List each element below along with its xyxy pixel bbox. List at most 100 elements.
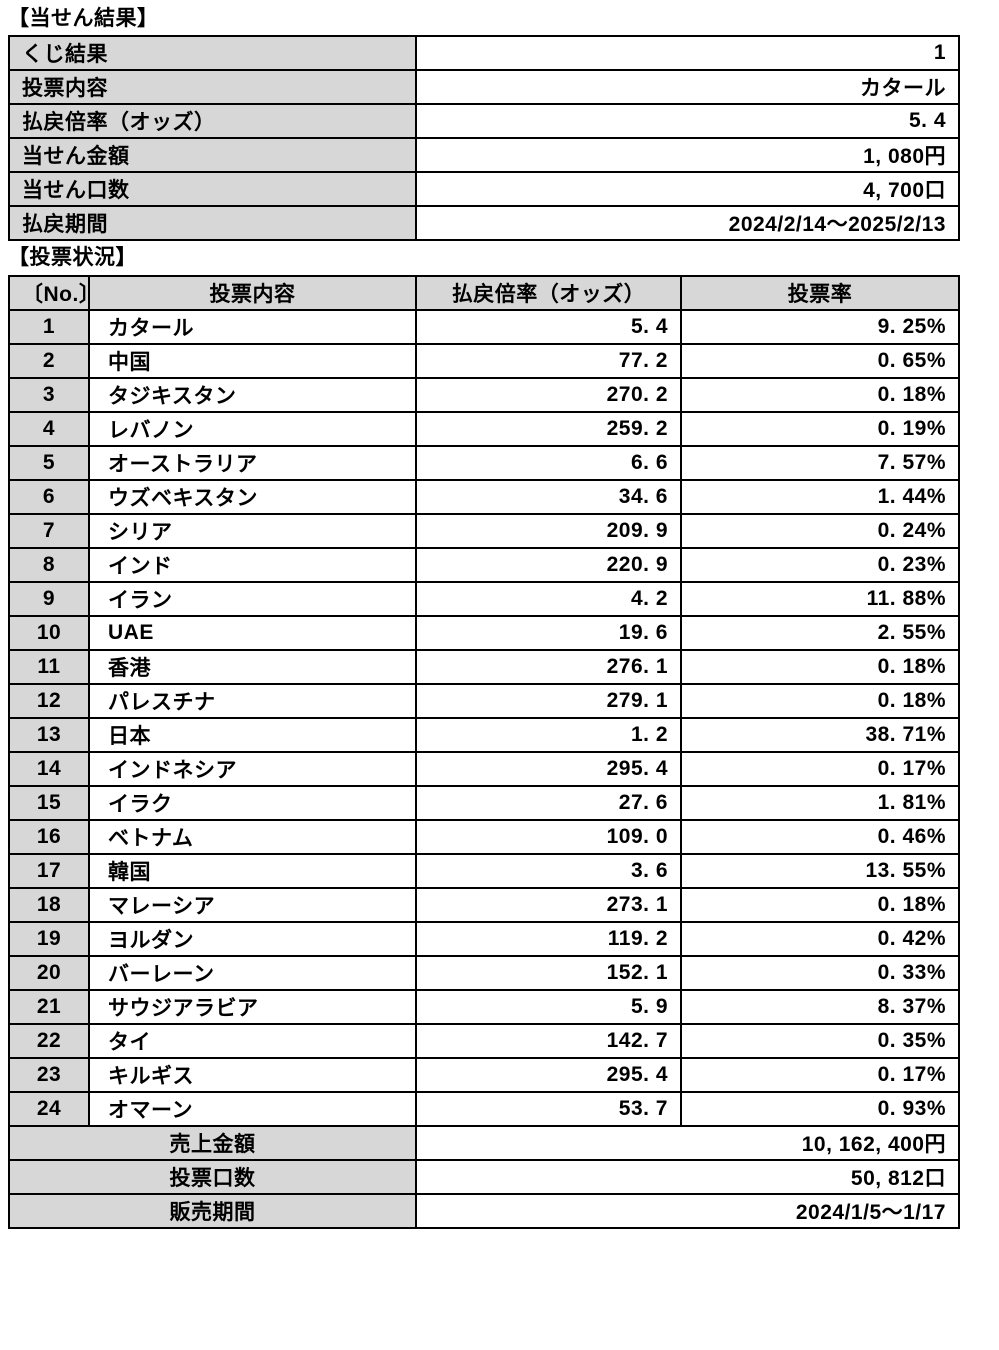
table-row: 11 香港 276. 1 0. 18% [8,648,960,685]
row-rate: 0. 18% [680,682,960,719]
row-rate: 11. 88% [680,580,960,617]
row-odds: 27. 6 [415,784,682,821]
row-content: サウジアラビア [88,988,417,1025]
row-content: 日本 [88,716,417,753]
column-header-rate: 投票率 [680,274,960,311]
row-rate: 1. 44% [680,478,960,515]
row-rate: 7. 57% [680,444,960,481]
result-row: 払戻倍率（オッズ） 5. 4 [8,103,960,140]
row-rate: 0. 17% [680,750,960,787]
row-no: 4 [8,410,90,447]
row-odds: 109. 0 [415,818,682,855]
footer-label: 売上金額 [8,1124,417,1161]
row-odds: 3. 6 [415,852,682,889]
table-row: 14 インドネシア 295. 4 0. 17% [8,750,960,787]
row-no: 19 [8,920,90,957]
row-odds: 5. 9 [415,988,682,1025]
row-odds: 19. 6 [415,614,682,651]
row-no: 7 [8,512,90,549]
vote-section-title: 【投票状況】 [8,246,137,270]
result-row: 払戻期間 2024/2/14～2025/2/13 [8,205,960,242]
result-value: 5. 4 [415,103,960,140]
table-row: 15 イラク 27. 6 1. 81% [8,784,960,821]
row-content: マレーシア [88,886,417,923]
row-no: 24 [8,1090,90,1127]
row-odds: 77. 2 [415,342,682,379]
row-rate: 13. 55% [680,852,960,889]
row-odds: 4. 2 [415,580,682,617]
table-row: 16 ベトナム 109. 0 0. 46% [8,818,960,855]
column-header-content: 投票内容 [88,274,417,311]
row-no: 17 [8,852,90,889]
row-odds: 152. 1 [415,954,682,991]
table-row: 19 ヨルダン 119. 2 0. 42% [8,920,960,957]
result-label: 払戻期間 [8,205,417,242]
row-odds: 295. 4 [415,750,682,787]
row-no: 21 [8,988,90,1025]
table-row: 8 インド 220. 9 0. 23% [8,546,960,583]
table-row: 17 韓国 3. 6 13. 55% [8,852,960,889]
row-rate: 38. 71% [680,716,960,753]
table-row: 7 シリア 209. 9 0. 24% [8,512,960,549]
row-content: 香港 [88,648,417,685]
row-no: 23 [8,1056,90,1093]
result-value: 1, 080円 [415,137,960,174]
row-no: 8 [8,546,90,583]
column-header-no: 〔No.〕 [8,274,90,311]
result-value: 1 [415,35,960,72]
row-content: バーレーン [88,954,417,991]
row-content: イラク [88,784,417,821]
footer-row: 投票口数 50, 812口 [8,1158,960,1195]
row-content: オーストラリア [88,444,417,481]
row-no: 20 [8,954,90,991]
row-rate: 0. 18% [680,648,960,685]
vote-header-row: 〔No.〕 投票内容 払戻倍率（オッズ） 投票率 [8,274,960,311]
table-row: 3 タジキスタン 270. 2 0. 18% [8,376,960,413]
row-no: 16 [8,818,90,855]
result-value: 2024/2/14～2025/2/13 [415,205,960,242]
footer-value: 2024/1/5～1/17 [415,1192,960,1229]
table-row: 5 オーストラリア 6. 6 7. 57% [8,444,960,481]
row-no: 6 [8,478,90,515]
row-rate: 0. 42% [680,920,960,957]
row-odds: 295. 4 [415,1056,682,1093]
table-row: 1 カタール 5. 4 9. 25% [8,308,960,345]
row-rate: 0. 35% [680,1022,960,1059]
row-no: 11 [8,648,90,685]
table-row: 22 タイ 142. 7 0. 35% [8,1022,960,1059]
row-no: 9 [8,580,90,617]
footer-value: 50, 812口 [415,1158,960,1195]
row-content: 中国 [88,342,417,379]
row-no: 18 [8,886,90,923]
table-row: 21 サウジアラビア 5. 9 8. 37% [8,988,960,1025]
result-row: 当せん口数 4, 700口 [8,171,960,208]
row-rate: 0. 93% [680,1090,960,1127]
row-odds: 259. 2 [415,410,682,447]
row-no: 2 [8,342,90,379]
row-content: ベトナム [88,818,417,855]
row-no: 13 [8,716,90,753]
row-rate: 0. 65% [680,342,960,379]
row-no: 22 [8,1022,90,1059]
row-content: レバノン [88,410,417,447]
row-odds: 270. 2 [415,376,682,413]
table-row: 18 マレーシア 273. 1 0. 18% [8,886,960,923]
table-row: 24 オマーン 53. 7 0. 93% [8,1090,960,1127]
footer-label: 販売期間 [8,1192,417,1229]
column-header-odds: 払戻倍率（オッズ） [415,274,682,311]
row-content: 韓国 [88,852,417,889]
table-row: 9 イラン 4. 2 11. 88% [8,580,960,617]
table-row: 23 キルギス 295. 4 0. 17% [8,1056,960,1093]
row-content: シリア [88,512,417,549]
row-no: 14 [8,750,90,787]
result-value: 4, 700口 [415,171,960,208]
row-rate: 1. 81% [680,784,960,821]
row-odds: 276. 1 [415,648,682,685]
row-content: キルギス [88,1056,417,1093]
row-content: タジキスタン [88,376,417,413]
footer-label: 投票口数 [8,1158,417,1195]
footer-value: 10, 162, 400円 [415,1124,960,1161]
row-no: 3 [8,376,90,413]
row-content: インド [88,546,417,583]
row-odds: 6. 6 [415,444,682,481]
